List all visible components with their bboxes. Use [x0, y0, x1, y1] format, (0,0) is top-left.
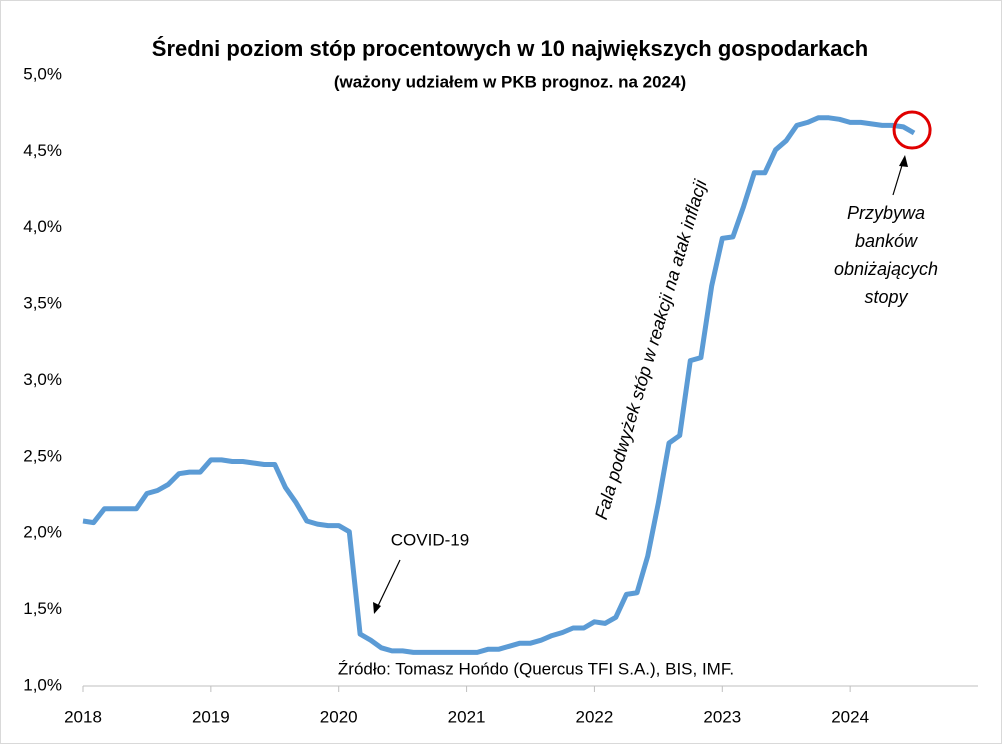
y-tick-label: 1,5% [23, 599, 62, 618]
chart-title: Średni poziom stóp procentowych w 10 naj… [152, 36, 868, 61]
y-tick-label: 3,0% [23, 370, 62, 389]
annotation: stopy [864, 287, 908, 307]
y-tick-label: 2,5% [23, 446, 62, 465]
y-tick-label: 2,0% [23, 523, 62, 542]
x-tick-label: 2019 [192, 707, 230, 726]
x-tick-label: 2023 [703, 707, 741, 726]
source: Źródło: Tomasz Hońdo (Quercus TFI S.A.),… [338, 659, 734, 678]
arrow-head [899, 155, 908, 167]
annotation-arrow [892, 161, 904, 196]
y-tick-label: 5,0% [23, 64, 62, 83]
y-tick-label: 1,0% [23, 675, 62, 694]
arrow-head [373, 602, 381, 614]
y-tick-label: 4,0% [23, 217, 62, 236]
chart-subtitle: (ważony udziałem w PKB prognoz. na 2024) [334, 72, 686, 91]
y-tick-label: 4,5% [23, 141, 62, 160]
annotation: obniżających [834, 259, 938, 279]
x-tick-label: 2021 [448, 707, 486, 726]
y-tick-label: 3,5% [23, 294, 62, 313]
line [82, 115, 916, 655]
x-tick-label: 2020 [320, 707, 358, 726]
annotation: banków [855, 231, 918, 251]
annotation-arrow [376, 559, 401, 609]
highlight-circle [892, 110, 932, 150]
annotation: Przybywa [847, 203, 925, 223]
x-tick-label: 2022 [576, 707, 614, 726]
x-tick-label: 2018 [64, 707, 102, 726]
annotation: COVID-19 [391, 530, 469, 549]
x-tick-label: 2024 [831, 707, 869, 726]
